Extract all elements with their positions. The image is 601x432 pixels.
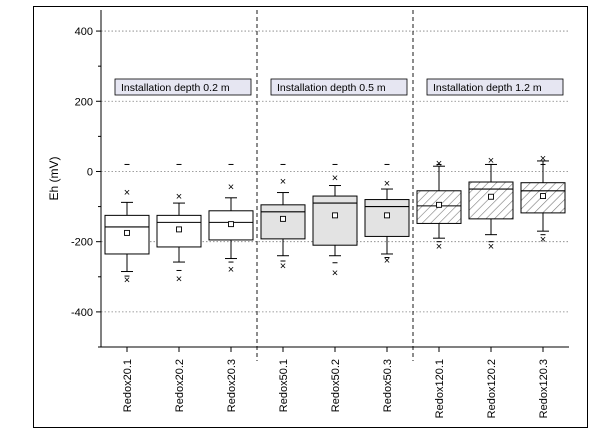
mean-marker — [436, 201, 442, 208]
group-label-box — [114, 78, 252, 96]
x-tick-label: Redox120.3 — [538, 359, 550, 418]
max-marker: × — [280, 176, 286, 188]
group-label-box — [426, 78, 564, 96]
mean-marker — [488, 193, 494, 200]
max-marker: × — [332, 173, 338, 185]
group-label: Installation depth 0.2 m — [121, 82, 230, 94]
box-iqr — [312, 195, 358, 246]
box-iqr — [260, 204, 306, 240]
max-marker: × — [384, 178, 390, 190]
group-label: Installation depth 0.5 m — [277, 82, 386, 94]
min-marker: × — [176, 274, 182, 286]
box-iqr — [520, 182, 566, 214]
max-marker: × — [124, 187, 130, 199]
min-marker: × — [384, 255, 390, 267]
min-marker: × — [124, 274, 130, 286]
box-Redox20.2: ×× — [156, 163, 202, 286]
min-marker: × — [228, 264, 234, 276]
max-marker: × — [488, 155, 494, 167]
min-marker: × — [488, 241, 494, 253]
group-label-box — [270, 78, 408, 96]
box-Redox20.1: ×× — [104, 163, 150, 286]
y-tick-label: -400 — [71, 307, 93, 319]
y-tick-label: 0 — [87, 166, 93, 178]
plot-area: 400 200 0 -200 -400 Installation depth 0.2 m I… — [71, 10, 569, 418]
x-tick-label: Redox20.2 — [174, 359, 186, 412]
mean-marker — [176, 226, 182, 233]
x-tick-label: Redox50.3 — [382, 359, 394, 412]
mean-marker — [228, 221, 234, 228]
mean-marker — [280, 215, 286, 222]
x-tick-label: Redox120.2 — [486, 359, 498, 418]
mean-marker — [332, 212, 338, 219]
x-tick-label: Redox50.1 — [278, 359, 290, 412]
max-marker: × — [176, 191, 182, 203]
x-tick-label: Redox20.3 — [226, 359, 238, 412]
x-tick-label: Redox50.2 — [330, 359, 342, 412]
box-Redox50.1: ×× — [260, 163, 306, 272]
box-Redox50.3: ×× — [364, 163, 410, 267]
y-tick-label: 400 — [75, 26, 93, 38]
y-axis-label: Eh (mV) — [47, 156, 61, 200]
group-label: Installation depth 1.2 m — [433, 82, 542, 94]
x-tick-label: Redox20.1 — [122, 359, 134, 412]
y-tick-label: 200 — [75, 96, 93, 108]
box-iqr — [468, 181, 514, 220]
mean-marker — [384, 212, 390, 219]
box-Redox120.2: ×× — [468, 155, 514, 253]
x-tick-label: Redox120.1 — [434, 359, 446, 418]
min-marker: × — [540, 234, 546, 246]
box-Redox50.2: ×× — [312, 163, 358, 279]
box-Redox20.3: ×× — [208, 163, 254, 276]
min-marker: × — [332, 267, 338, 279]
box-Redox120.3: ×× — [520, 153, 566, 246]
y-tick-label: -200 — [71, 237, 93, 249]
min-marker: × — [280, 260, 286, 272]
min-marker: × — [436, 241, 442, 253]
max-marker: × — [540, 153, 546, 165]
max-marker: × — [228, 181, 234, 193]
box-Redox120.1: ×× — [416, 158, 462, 253]
mean-marker — [124, 229, 130, 236]
max-marker: × — [436, 158, 442, 170]
mean-marker — [540, 193, 546, 200]
